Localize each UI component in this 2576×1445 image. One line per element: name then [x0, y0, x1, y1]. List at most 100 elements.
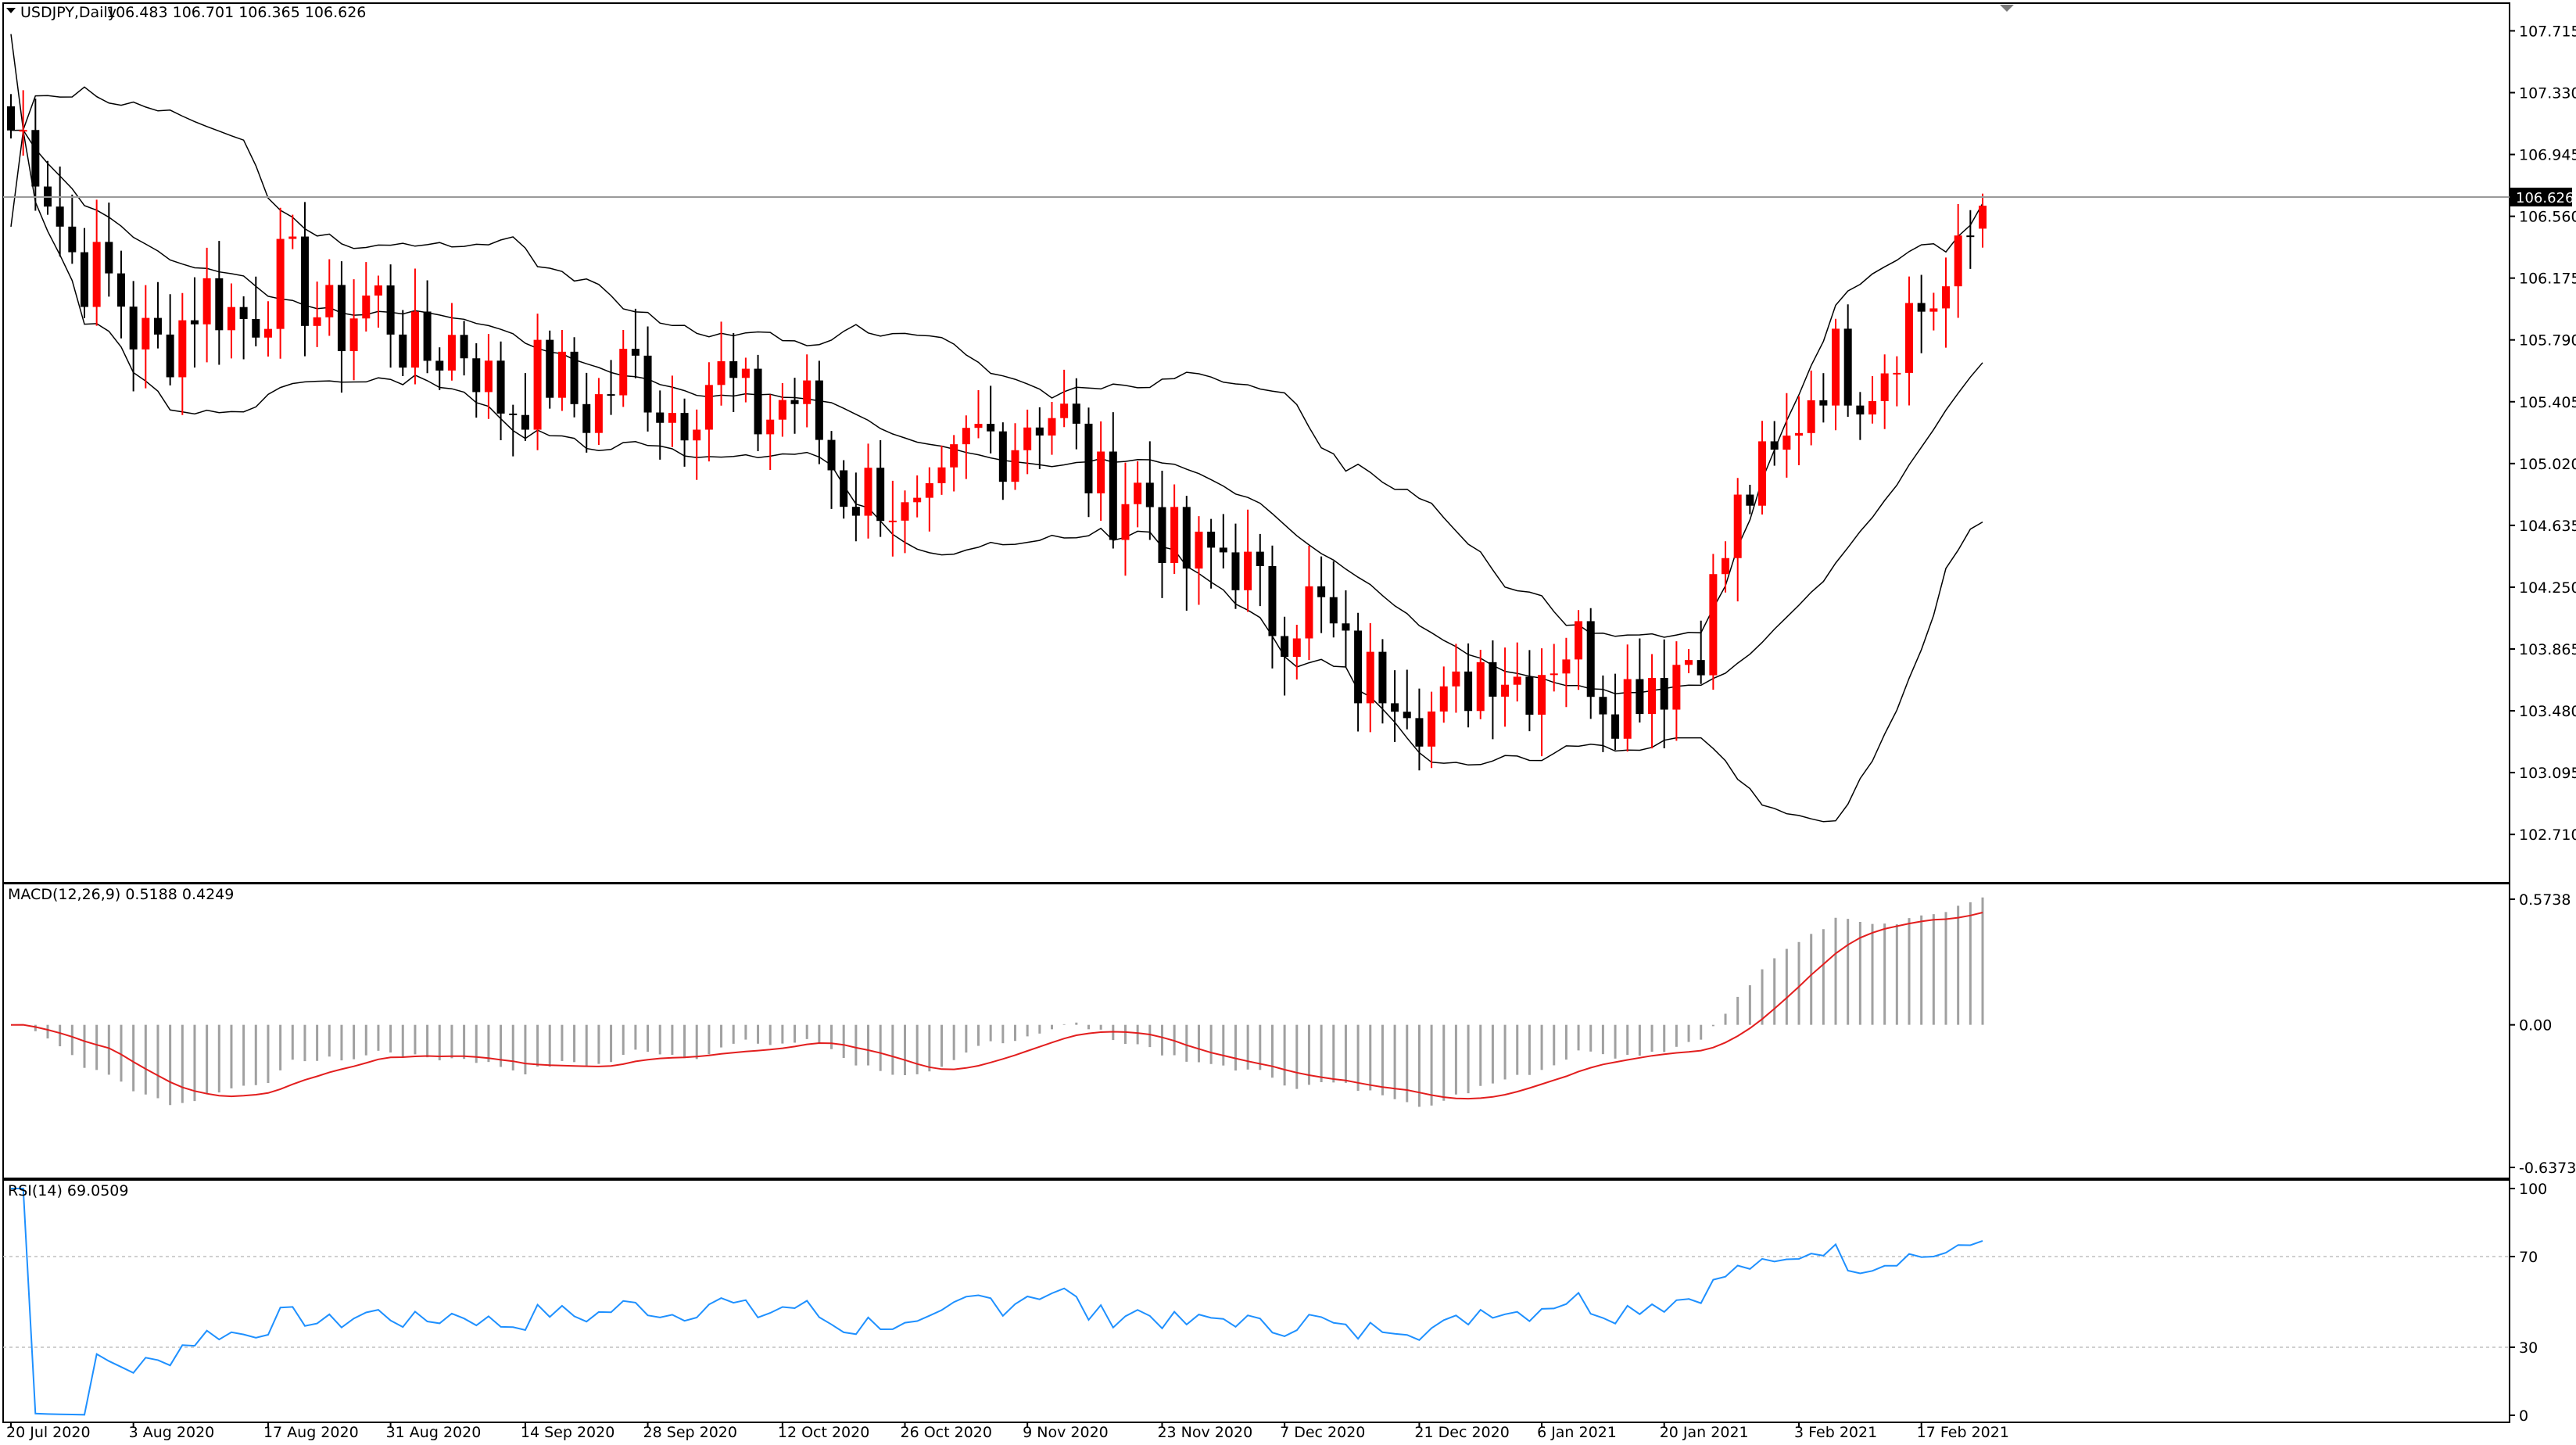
date-tick-label: 28 Sep 2020 — [643, 1424, 737, 1441]
candle-body — [129, 307, 138, 350]
candle-body — [1929, 308, 1938, 312]
candle-body — [116, 273, 125, 307]
bollinger-upper-line — [10, 34, 1983, 638]
candle-body — [1782, 436, 1791, 450]
candle-body — [105, 242, 113, 274]
candle-body — [509, 413, 518, 415]
date-tick-label: 6 Jan 2021 — [1537, 1424, 1617, 1441]
macd-tick-label: 0.00 — [2519, 1017, 2552, 1034]
candle-body — [778, 400, 786, 420]
macd-panel[interactable] — [2, 883, 2510, 1179]
candle-body — [1575, 621, 1583, 660]
price-tick-label: 103.865 — [2519, 641, 2576, 658]
date-tick-label: 21 Dec 2020 — [1414, 1424, 1509, 1441]
rsi-tick-label: 30 — [2519, 1339, 2538, 1357]
date-tick-label: 3 Aug 2020 — [129, 1424, 215, 1441]
candle-body — [557, 351, 566, 398]
candle-body — [460, 335, 468, 359]
candle-body — [582, 403, 591, 433]
candle-body — [704, 385, 713, 430]
candle-body — [227, 307, 235, 331]
candle-body — [92, 242, 101, 307]
rsi-panel[interactable] — [2, 1179, 2510, 1423]
macd-tick-label: -0.6373 — [2519, 1160, 2576, 1177]
candle-body — [1538, 675, 1546, 715]
candle-body — [1868, 401, 1877, 415]
date-tick-label: 17 Aug 2020 — [263, 1424, 359, 1441]
candle-body — [410, 311, 419, 368]
candle-body — [827, 439, 836, 471]
candle-body — [1317, 586, 1326, 597]
candle-body — [546, 339, 554, 398]
candle-body — [1305, 586, 1313, 639]
ohlc-label: 106.483 106.701 106.365 106.626 — [106, 4, 366, 21]
candle-body — [288, 236, 297, 239]
candle-body — [1403, 712, 1411, 719]
candle-body — [631, 349, 640, 356]
candle-body — [313, 317, 321, 326]
candle-body — [1378, 651, 1387, 704]
candle-body — [1011, 450, 1019, 482]
candle-body — [1513, 676, 1521, 685]
candle-body — [1342, 623, 1350, 631]
shift-marker-icon[interactable] — [2000, 5, 2014, 12]
candle-body — [1893, 372, 1901, 375]
candle-body — [962, 428, 970, 445]
date-tick-label: 23 Nov 2020 — [1157, 1424, 1252, 1441]
candle-body — [19, 130, 27, 132]
price-tick-label: 102.710 — [2519, 826, 2576, 844]
date-tick-label: 9 Nov 2020 — [1023, 1424, 1109, 1441]
date-tick-label: 20 Jan 2021 — [1660, 1424, 1749, 1441]
candle-body — [423, 311, 432, 361]
candle-body — [1746, 494, 1754, 506]
candle-body — [1648, 678, 1657, 715]
candle-body — [1685, 660, 1693, 665]
date-tick-label: 7 Dec 2020 — [1280, 1424, 1365, 1441]
candle-body — [876, 468, 885, 522]
main-price-panel[interactable] — [2, 2, 2510, 884]
candle-body — [447, 335, 456, 371]
date-tick-label: 26 Oct 2020 — [901, 1424, 992, 1441]
candle-body — [521, 414, 529, 430]
candle-body — [1489, 662, 1497, 697]
macd-label: MACD(12,26,9) 0.5188 0.4249 — [8, 886, 234, 903]
candle-body — [153, 317, 162, 335]
candle-body — [1954, 235, 1962, 287]
candle-body — [300, 236, 309, 326]
candle-body — [399, 334, 407, 368]
candle-body — [349, 318, 358, 352]
candle-body — [178, 320, 187, 378]
rsi-tick-label: 70 — [2519, 1249, 2538, 1266]
dropdown-icon[interactable] — [6, 8, 16, 13]
candle-body — [1048, 418, 1056, 436]
candle-body — [840, 470, 848, 507]
candle-body — [680, 413, 689, 441]
candle-body — [864, 468, 872, 516]
price-tick-label: 106.175 — [2519, 271, 2576, 288]
candle-body — [1231, 552, 1240, 590]
candle-body — [1452, 671, 1460, 687]
price-tick-label: 103.095 — [2519, 765, 2576, 782]
macd-tick-label: 0.5738 — [2519, 891, 2571, 909]
candle-body — [1134, 482, 1142, 504]
candle-body — [276, 238, 285, 329]
candle-body — [1696, 660, 1705, 676]
price-tick-label: 105.020 — [2519, 456, 2576, 473]
candle-body — [1256, 551, 1264, 566]
candle-body — [1660, 678, 1668, 710]
candle-body — [1709, 574, 1718, 676]
candle-body — [533, 339, 542, 430]
candle-body — [166, 334, 174, 378]
candle-body — [1097, 451, 1105, 493]
candle-body — [656, 412, 665, 423]
candle-body — [435, 360, 444, 371]
date-tick-label: 17 Feb 2021 — [1917, 1424, 2009, 1441]
current-price-label: 106.626 — [2516, 190, 2574, 206]
candle-body — [142, 317, 150, 350]
candle-body — [925, 482, 933, 498]
candle-body — [1195, 531, 1203, 569]
candle-body — [987, 424, 995, 432]
candle-body — [1672, 665, 1681, 710]
candle-body — [815, 380, 823, 440]
